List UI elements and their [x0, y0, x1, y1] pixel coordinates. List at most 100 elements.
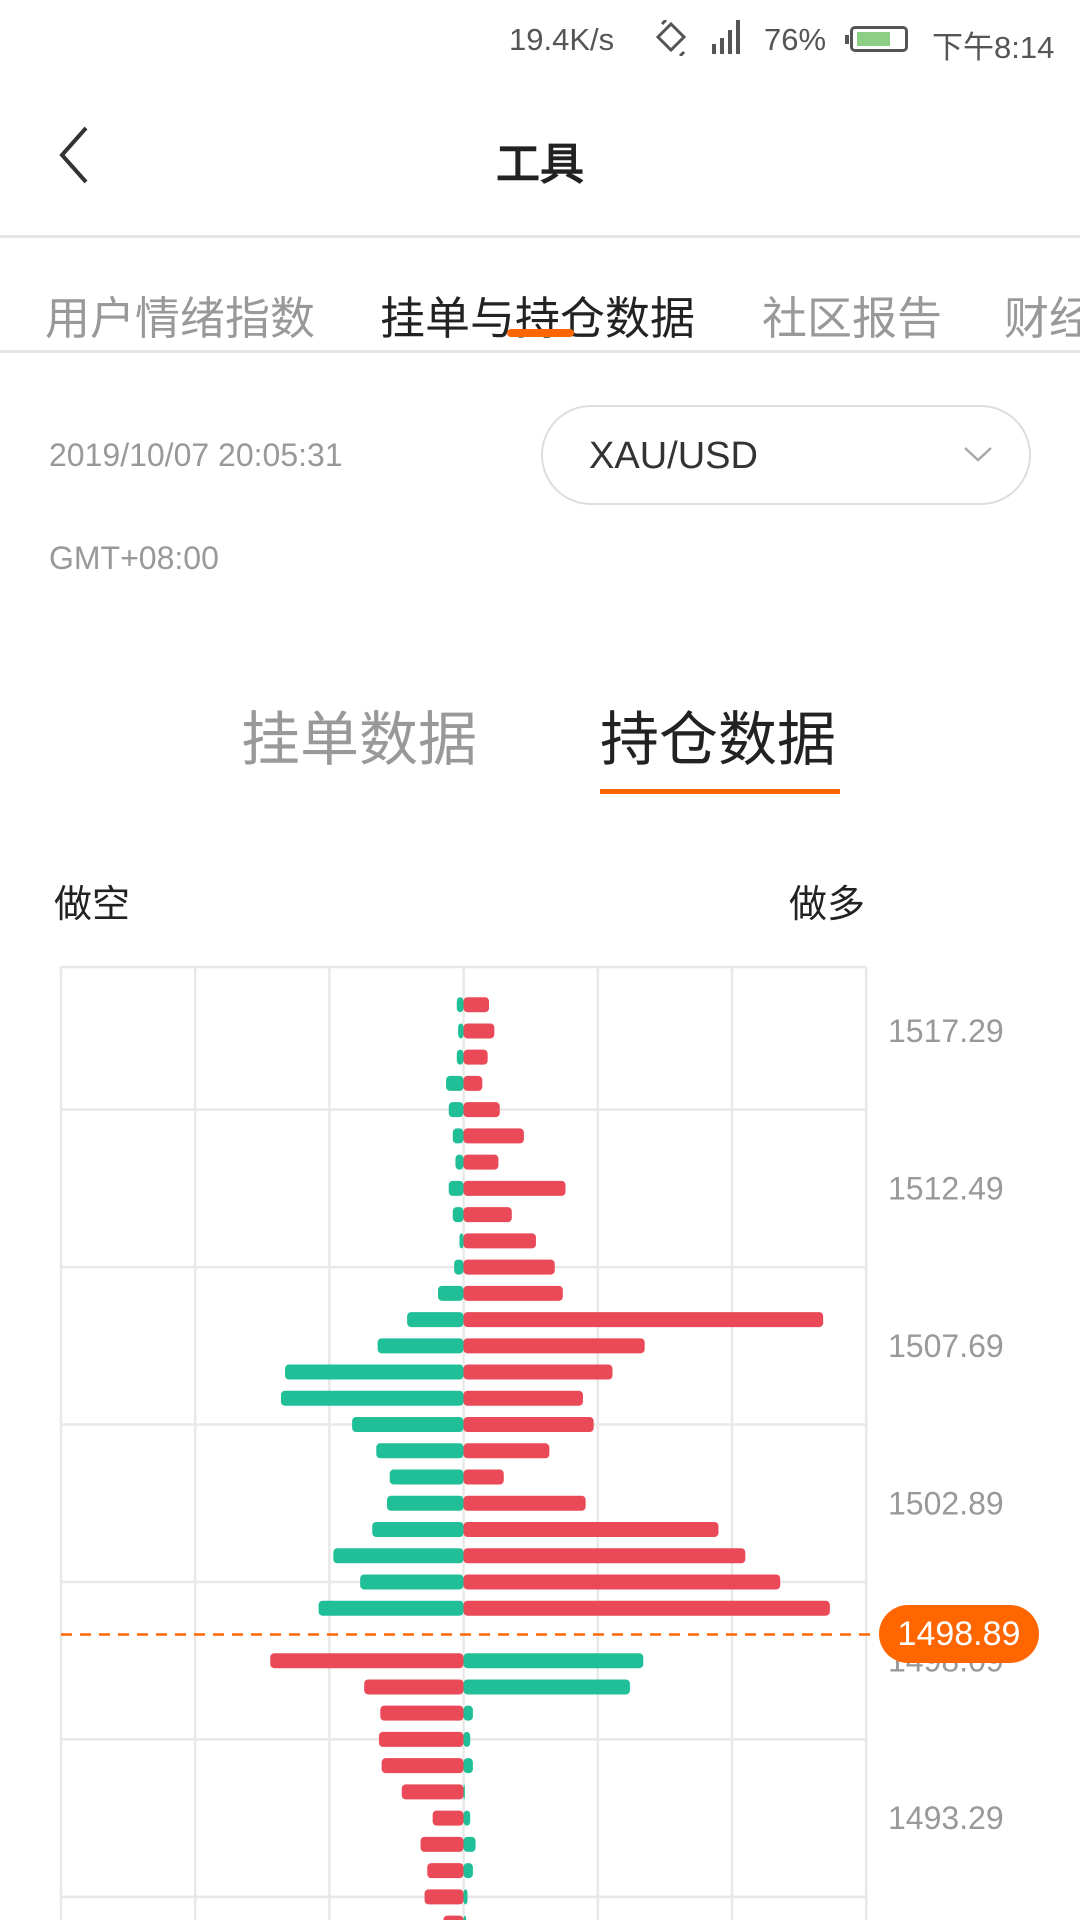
chevron-left-icon[interactable] [50, 122, 100, 188]
bar-short [270, 1653, 464, 1669]
chevron-down-icon [964, 447, 992, 462]
y-tick-label: 1517.29 [888, 1013, 1004, 1049]
bar-long [463, 1469, 504, 1485]
long-label: 做多 [789, 884, 866, 926]
symbol-value: XAU/USD [589, 435, 758, 477]
timestamp: 2019/10/07 20:05:31 [49, 437, 343, 473]
bar-short [364, 1679, 464, 1695]
bar-short [452, 1128, 464, 1144]
divider [0, 350, 1080, 353]
bar-short [407, 1312, 464, 1328]
bar-short [452, 1207, 464, 1223]
bar-short [376, 1443, 464, 1459]
bar-short [427, 1863, 464, 1879]
bar-long [463, 1443, 550, 1459]
tab-sentiment[interactable]: 用户情绪指数 [45, 293, 316, 344]
bar-short [387, 1495, 464, 1511]
bar-short [352, 1417, 464, 1433]
bar-long [463, 1207, 512, 1223]
bar-long [463, 1836, 476, 1852]
bar-short [458, 1023, 464, 1039]
bar-long [463, 1915, 467, 1920]
bar-long [463, 1784, 465, 1800]
bar-long [463, 1049, 488, 1065]
bar-long [463, 1522, 719, 1537]
divider [0, 235, 1080, 238]
bar-long [463, 1889, 468, 1905]
bar-long [463, 1863, 473, 1879]
bar-short [448, 1102, 464, 1118]
bar-short [455, 1154, 464, 1170]
bar-long [463, 1102, 500, 1118]
bar-long [463, 1023, 495, 1039]
bar-short [424, 1889, 464, 1905]
bar-long [463, 1679, 630, 1695]
bar-short [448, 1180, 464, 1196]
bar-long [463, 1128, 524, 1144]
bar-short [401, 1784, 464, 1800]
battery-icon [845, 26, 908, 52]
short-label: 做空 [54, 884, 131, 926]
bar-short [381, 1758, 464, 1774]
bar-short [456, 1049, 464, 1065]
bar-short [333, 1548, 464, 1564]
bar-short [438, 1285, 464, 1301]
y-tick-label: 1507.69 [888, 1328, 1004, 1364]
tab-finance[interactable]: 财经 [1004, 293, 1080, 344]
bar-long [463, 1180, 566, 1196]
bar-short [318, 1600, 464, 1616]
bar-long [463, 1154, 499, 1170]
current-price-badge: 1498.89 [879, 1605, 1039, 1663]
bar-short [380, 1705, 464, 1721]
y-tick-label: 1512.49 [888, 1170, 1004, 1206]
battery-percent: 76% [764, 22, 827, 57]
bar-long [463, 1653, 644, 1669]
subtab-order-data[interactable]: 挂单数据 [241, 707, 478, 773]
bar-long [463, 1705, 473, 1721]
bar-long [463, 1574, 781, 1590]
bar-short [446, 1075, 464, 1091]
y-tick-label: 1493.29 [888, 1800, 1004, 1836]
bar-short [443, 1915, 464, 1920]
rotate-icon [655, 20, 687, 56]
bar-long [463, 1259, 555, 1275]
bar-long [463, 1810, 471, 1826]
bar-short [377, 1338, 464, 1354]
bar-long [463, 1548, 746, 1564]
bar-short [280, 1390, 464, 1406]
bar-long [463, 1312, 824, 1328]
signal-icon [712, 20, 740, 54]
subtab-position-data[interactable]: 持仓数据 [600, 707, 837, 773]
bar-short [372, 1522, 464, 1537]
bar-short [389, 1469, 464, 1485]
bar-long [463, 1285, 563, 1301]
bar-long [463, 1758, 473, 1774]
status-bar: 19.4K/s 76% 下午8:14 [0, 0, 1080, 80]
active-tab-indicator [507, 329, 574, 337]
bar-long [463, 1390, 583, 1406]
bar-long [463, 1417, 594, 1433]
page-title: 工具 [496, 140, 584, 189]
bar-long [463, 1495, 586, 1511]
y-tick-label: 1502.89 [888, 1485, 1004, 1521]
bar-short [459, 1233, 464, 1249]
bar-short [360, 1574, 464, 1590]
symbol-select[interactable]: XAU/USD [541, 405, 1031, 505]
bar-short [432, 1810, 464, 1826]
bar-short [285, 1364, 464, 1380]
bar-long [463, 1233, 536, 1249]
active-subtab-indicator [600, 789, 840, 794]
bar-short [454, 1259, 464, 1275]
bar-short [456, 997, 464, 1013]
bar-long [463, 1338, 645, 1354]
timezone: GMT+08:00 [49, 540, 219, 576]
bar-long [463, 1075, 483, 1091]
bar-short [378, 1731, 464, 1747]
bar-long [463, 1731, 471, 1747]
clock: 下午8:14 [932, 30, 1055, 65]
network-speed: 19.4K/s [509, 22, 615, 57]
tab-community-report[interactable]: 社区报告 [762, 293, 943, 344]
bar-long [463, 1364, 613, 1380]
bar-long [463, 1600, 830, 1616]
